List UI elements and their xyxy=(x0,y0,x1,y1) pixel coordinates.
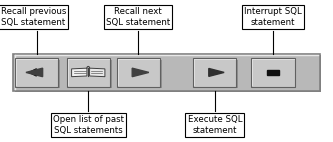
Bar xyxy=(166,57,178,88)
Polygon shape xyxy=(90,68,105,77)
Polygon shape xyxy=(26,68,43,77)
Bar xyxy=(193,58,236,87)
Text: Interrupt SQL
statement: Interrupt SQL statement xyxy=(244,7,302,27)
Bar xyxy=(15,55,321,92)
Polygon shape xyxy=(72,68,87,77)
Bar xyxy=(251,58,295,87)
Bar xyxy=(195,60,238,88)
Bar xyxy=(117,58,160,87)
Bar xyxy=(68,60,112,88)
Bar xyxy=(17,60,60,88)
Bar xyxy=(253,60,296,88)
Text: Recall previous
SQL statement: Recall previous SQL statement xyxy=(1,7,66,27)
Polygon shape xyxy=(132,68,149,77)
Bar xyxy=(267,70,279,75)
Bar xyxy=(67,58,110,87)
Text: Open list of past
SQL statements: Open list of past SQL statements xyxy=(53,115,124,135)
Text: Recall next
SQL statement: Recall next SQL statement xyxy=(106,7,170,27)
Text: Execute SQL
statement: Execute SQL statement xyxy=(187,115,242,135)
Bar xyxy=(13,54,320,91)
Bar xyxy=(118,60,162,88)
Bar xyxy=(15,58,58,87)
Polygon shape xyxy=(209,68,224,76)
